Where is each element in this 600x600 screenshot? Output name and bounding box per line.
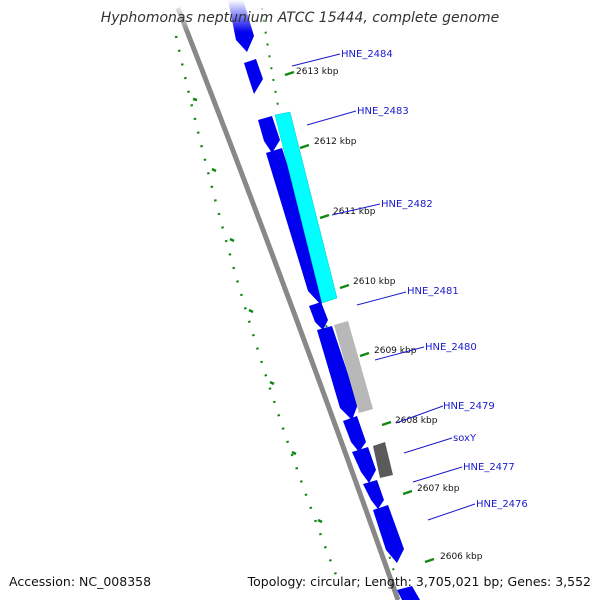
ruler-label-2610: 2610 kbp xyxy=(353,277,396,287)
major-tick-marks xyxy=(192,97,323,524)
genome-summary-text: Topology: circular; Length: 3,705,021 bp… xyxy=(247,574,591,589)
gene-arrow-hne2479[interactable] xyxy=(343,416,366,452)
ruler-label-2611: 2611 kbp xyxy=(333,207,376,217)
gene-label-hne2479[interactable]: HNE_2479 xyxy=(443,401,495,412)
ruler-label-2612: 2612 kbp xyxy=(314,137,357,147)
map-title: Hyphomonas neptunium ATCC 15444, complet… xyxy=(101,10,500,26)
gene-arrow-soxy[interactable] xyxy=(352,447,376,483)
gene-label-hne2476[interactable]: HNE_2476 xyxy=(476,499,528,510)
gene-label-hne2484[interactable]: HNE_2484 xyxy=(341,49,393,60)
gene-arrow-small-b[interactable] xyxy=(309,302,328,330)
gene-label-hne2477[interactable]: HNE_2477 xyxy=(463,462,515,473)
top-fade xyxy=(150,0,350,32)
gene-label-hne2480[interactable]: HNE_2480 xyxy=(425,342,477,353)
accession-text: Accession: NC_008358 xyxy=(9,574,151,589)
ruler-label-2607: 2607 kbp xyxy=(417,484,460,494)
gene-arrow-hne2477[interactable] xyxy=(363,480,384,509)
gene-arrow-hne2482[interactable] xyxy=(266,148,326,305)
ruler-label-2609: 2609 kbp xyxy=(374,346,417,356)
ruler-labels: 2613 kbp 2612 kbp 2611 kbp 2610 kbp 2609… xyxy=(296,67,483,562)
gene-arrow-hne2476[interactable] xyxy=(373,505,404,563)
ruler-ticks xyxy=(284,70,435,564)
ruler-label-2606: 2606 kbp xyxy=(440,552,483,562)
label-leader-lines xyxy=(291,53,476,521)
gene-label-soxy[interactable]: soxY xyxy=(453,433,477,444)
gene-label-hne2482[interactable]: HNE_2482 xyxy=(381,199,433,210)
ruler-label-2608: 2608 kbp xyxy=(395,416,438,426)
gene-labels: HNE_2484 HNE_2483 HNE_2482 HNE_2481 HNE_… xyxy=(341,49,528,510)
gene-arrow-hne2480[interactable] xyxy=(317,326,358,420)
gene-label-hne2481[interactable]: HNE_2481 xyxy=(407,286,459,297)
ruler-label-2613: 2613 kbp xyxy=(296,67,339,77)
gene-dark-block[interactable] xyxy=(373,442,393,478)
genome-backbone xyxy=(175,7,401,600)
gene-arrow-hne2484[interactable] xyxy=(244,59,263,94)
gene-label-hne2483[interactable]: HNE_2483 xyxy=(357,106,409,117)
gene-arrow-small-a[interactable] xyxy=(258,116,280,153)
gene-hne2483-highlight[interactable] xyxy=(274,111,338,304)
gene-gray-block[interactable] xyxy=(334,321,373,413)
gene-arrow-bottom[interactable] xyxy=(397,586,420,600)
